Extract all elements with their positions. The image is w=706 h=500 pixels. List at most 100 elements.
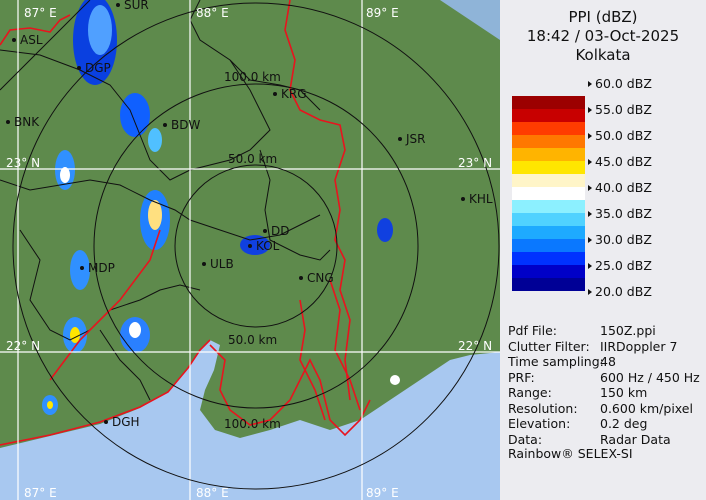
info-row: Data: Radar Data: [508, 432, 700, 448]
city-jsr: JSR: [398, 132, 426, 146]
lon-bottom-88: 88° E: [196, 486, 229, 500]
rain-cell: [70, 250, 90, 290]
city-label: KRG: [281, 87, 307, 101]
info-value: Radar Data: [600, 431, 671, 447]
city-label: ASL: [20, 33, 43, 47]
city-dgh: DGH: [104, 415, 140, 429]
lon-top-89: 89° E: [366, 6, 399, 20]
ring-label-50-bottom: 50.0 km: [228, 333, 277, 347]
color-band: [512, 122, 585, 135]
info-value: 600 Hz / 450 Hz: [600, 369, 700, 385]
city-label: DGP: [85, 61, 111, 75]
city-label: CNG: [307, 271, 334, 285]
lon-top-87: 87° E: [24, 6, 57, 20]
color-band: [512, 174, 585, 187]
rain-cell: [47, 401, 53, 409]
color-band: [512, 200, 585, 213]
city-dd: DD: [263, 224, 289, 238]
lon-bottom-87: 87° E: [24, 486, 57, 500]
info-key: Elevation:: [508, 416, 571, 431]
info-key: PRF:: [508, 369, 535, 385]
city-label: JSR: [405, 132, 426, 146]
ring-label-50-top: 50.0 km: [228, 152, 277, 166]
color-band: [512, 161, 585, 174]
rain-cell: [377, 218, 393, 242]
lon-bottom-89: 89° E: [366, 486, 399, 500]
city-label: BDW: [171, 118, 200, 132]
color-band: [512, 135, 585, 148]
city-dgp: DGP: [77, 61, 111, 75]
city-khl: KHL: [461, 192, 493, 206]
city-bnk: BNK: [6, 115, 40, 129]
info-row: Range: 150 km: [508, 385, 700, 401]
info-key: Time sampling:: [508, 354, 604, 369]
legend-panel: PPI (dBZ) 18:42 / 03-Oct-2025 Kolkata 60…: [500, 0, 706, 500]
info-key: Resolution:: [508, 400, 578, 416]
info-value: 150Z.ppi: [600, 323, 656, 338]
info-row: Pdf File: 150Z.ppi: [508, 323, 700, 339]
range-rings: [0, 0, 500, 490]
info-key: Range:: [508, 385, 552, 400]
rain-cell: [240, 235, 270, 255]
color-scale: [512, 96, 585, 291]
legend-tick: 50.0 dBZ: [588, 128, 652, 143]
info-row: Clutter Filter: IIRDoppler 7: [508, 339, 700, 355]
color-band: [512, 239, 585, 252]
lat-left-23: 23° N: [6, 156, 40, 170]
legend-tick: 20.0 dBZ: [588, 284, 652, 299]
datetime: 18:42 / 03-Oct-2025: [526, 27, 680, 45]
color-band: [512, 148, 585, 161]
info-value: IIRDoppler 7: [600, 338, 678, 354]
rain-cell: [390, 375, 400, 385]
radar-map: 87° E 88° E 89° E 87° E 88° E 89° E 23° …: [0, 0, 500, 500]
info-row: Time sampling: 48: [508, 354, 700, 370]
info-row: PRF: 600 Hz / 450 Hz: [508, 370, 700, 386]
rain-cell: [70, 327, 80, 343]
legend-tick: 40.0 dBZ: [588, 180, 652, 195]
ring-150km: [12, 2, 500, 490]
international-border: [0, 0, 371, 446]
lat-right-23: 23° N: [458, 156, 492, 170]
city-label: DGH: [112, 415, 140, 429]
ring-100km: [93, 83, 419, 409]
city-label: KHL: [469, 192, 493, 206]
rain-cell: [148, 200, 162, 230]
city-label: ULB: [210, 257, 234, 271]
legend-tick: 60.0 dBZ: [588, 76, 652, 91]
city-mdp: MDP: [80, 261, 115, 275]
ring-50km: [174, 164, 338, 328]
city-ulb: ULB: [202, 257, 234, 271]
info-value: 150 km: [600, 385, 648, 400]
rain-cell: [60, 167, 70, 183]
info-value: 0.600 km/pixel: [600, 400, 693, 416]
legend-tick: 45.0 dBZ: [588, 154, 652, 169]
legend-tick: 35.0 dBZ: [588, 206, 652, 221]
lat-right-22: 22° N: [458, 339, 492, 353]
city-label: SUR: [124, 0, 149, 12]
info-key: Clutter Filter:: [508, 338, 590, 354]
scan-info: Pdf File: 150Z.ppi Clutter Filter: IIRDoppl…: [508, 323, 700, 447]
ring-label-100-top: 100.0 km: [224, 70, 281, 84]
city-label: BNK: [14, 115, 40, 129]
info-value: 48: [600, 354, 616, 369]
city-sur: SUR: [116, 0, 149, 12]
rain-cell: [88, 5, 112, 55]
city-cng: CNG: [299, 271, 334, 285]
color-band: [512, 226, 585, 239]
color-band: [512, 213, 585, 226]
product-title: PPI (dBZ): [568, 8, 638, 26]
city-label: DD: [271, 224, 289, 238]
legend-tick: 30.0 dBZ: [588, 232, 652, 247]
lon-top-88: 88° E: [196, 6, 229, 20]
rain-cell: [148, 128, 162, 152]
sea: [0, 340, 500, 500]
color-band: [512, 109, 585, 122]
ring-label-100-bottom: 100.0 km: [224, 417, 281, 431]
color-band: [512, 96, 585, 109]
info-row: Elevation: 0.2 deg: [508, 416, 700, 432]
city-label: MDP: [88, 261, 115, 275]
color-band: [512, 278, 585, 291]
city-label: KOL: [256, 239, 280, 253]
city-bdw: BDW: [163, 118, 200, 132]
